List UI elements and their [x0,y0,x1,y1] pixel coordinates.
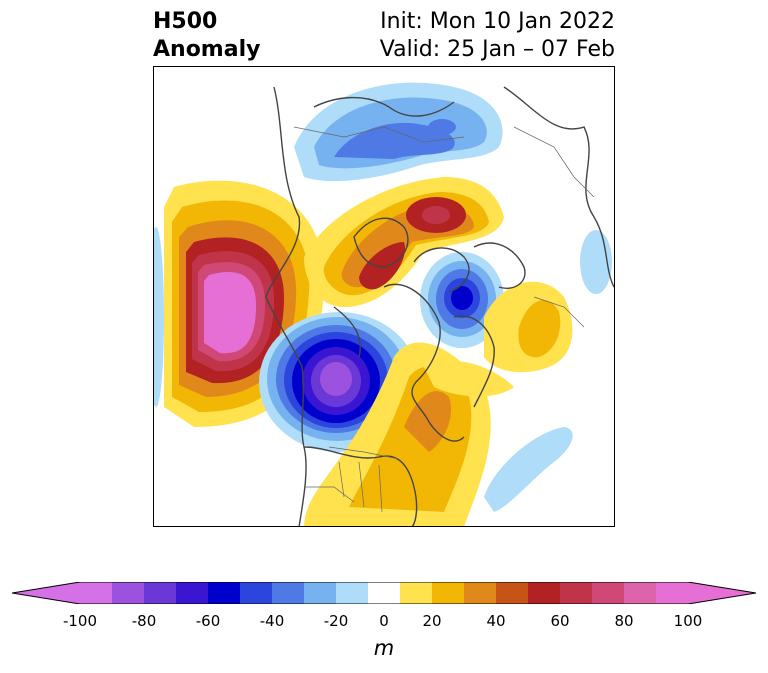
colorbar-segment [336,582,369,604]
map-title: H500 Anomaly [153,8,260,64]
colorbar-segment [656,582,689,604]
siberia-trough [294,82,503,182]
coastlines [265,86,614,526]
colorbar-extend-high [688,582,756,604]
colorbar [12,582,756,604]
colorbar-segment [368,582,401,604]
colorbar-tick-label: -80 [131,612,157,630]
forecast-dates: Init: Mon 10 Jan 2022 Valid: 25 Jan – 07… [380,8,615,64]
political-borders [293,126,595,513]
europe-trough [420,252,504,348]
colorbar-segment [176,582,209,604]
valid-date-range: Valid: 25 Jan – 07 Feb [379,37,615,62]
colorbar-segment [560,582,593,604]
colorbar-segment [464,582,497,604]
colorbar-tick-label: 0 [379,612,389,630]
colorbar-tick-label: 40 [486,612,506,630]
colorbar-segment [272,582,305,604]
map-canvas [154,82,614,526]
atlantic-negative [484,230,612,512]
north-atlantic-ridge [424,281,573,397]
colorbar-tick-label: 60 [550,612,570,630]
colorbar-segment [400,582,433,604]
colorbar-tick-label: -20 [323,612,349,630]
colorbar-tick-label: 80 [614,612,634,630]
colorbar-segment [496,582,529,604]
colorbar-tick-label: -60 [195,612,221,630]
colorbar-segment [144,582,177,604]
colorbar-segment [80,582,113,604]
colorbar-segment [528,582,561,604]
colorbar-segment [304,582,337,604]
colorbar-segment [432,582,465,604]
colorbar-segment [112,582,145,604]
colorbar-segment [240,582,273,604]
colorbar-segments [80,582,689,604]
colorbar-tick-label: 20 [422,612,442,630]
colorbar-segment [208,582,241,604]
anomaly-map [153,66,615,527]
colorbar-unit: m [373,636,395,660]
title-line-2: Anomaly [153,37,261,62]
colorbar-tick-label: -40 [259,612,285,630]
colorbar-segment [592,582,625,604]
colorbar-extend-low [12,582,80,604]
init-date: Init: Mon 10 Jan 2022 [380,9,615,34]
colorbar-segment [624,582,657,604]
colorbar-tick-label: 100 [673,612,703,630]
colorbar-ticks: -100 -80 -60 -40 -20 0 20 40 60 80 100 [0,612,768,632]
colorbar-tick-label: -100 [62,612,98,630]
title-line-1: H500 [153,9,218,34]
